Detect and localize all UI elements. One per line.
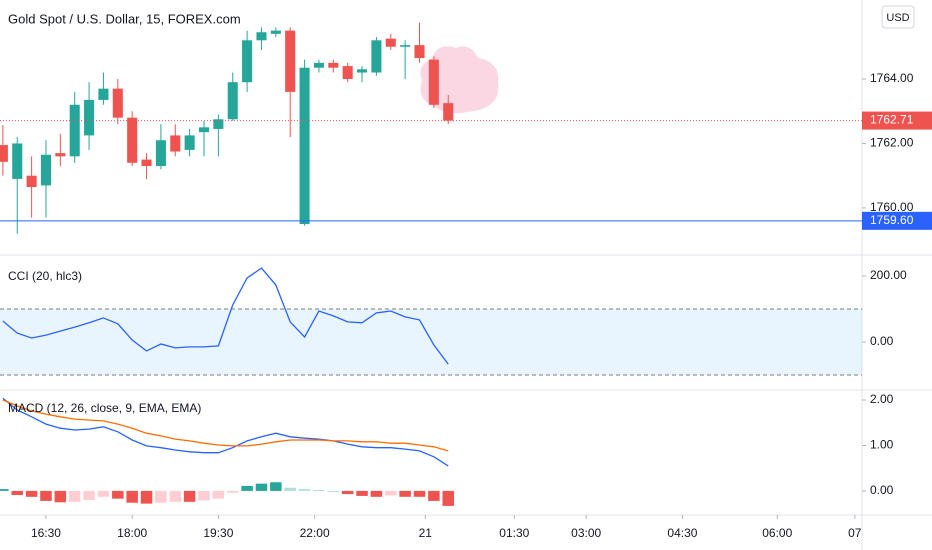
- candle-body: [328, 62, 339, 68]
- candle-body: [127, 117, 138, 163]
- histogram-bar: [385, 490, 397, 496]
- candle-body: [184, 135, 195, 150]
- candle-body: [141, 159, 152, 167]
- candle-body: [0, 145, 8, 162]
- histogram-bar: [112, 490, 124, 499]
- y-tick-label: 0.00: [870, 483, 894, 497]
- histogram-bar: [442, 490, 454, 506]
- histogram-bar: [284, 487, 296, 491]
- candle-body: [400, 45, 411, 47]
- x-tick-label: 01:30: [499, 526, 529, 540]
- candle-body: [112, 88, 123, 118]
- price-label: 1762.71: [870, 113, 914, 127]
- candle-body: [313, 62, 324, 68]
- candle-body: [84, 99, 95, 136]
- line: [2, 397, 449, 467]
- histogram-bar: [126, 490, 138, 503]
- x-tick-label: 06:00: [762, 526, 792, 540]
- y-tick-label: 1762.00: [870, 136, 914, 150]
- histogram-bar: [11, 490, 23, 495]
- histogram-bar: [140, 490, 153, 504]
- histogram-bar: [226, 490, 239, 493]
- candle-body: [285, 30, 296, 92]
- candle-body: [40, 154, 52, 186]
- candle-body: [12, 143, 23, 179]
- histogram-bar: [183, 490, 196, 502]
- x-tick-label: 21: [419, 526, 433, 540]
- histogram-bar: [241, 485, 253, 491]
- line: [2, 399, 449, 452]
- currency-button[interactable]: [881, 5, 915, 29]
- histogram-bar: [68, 490, 81, 502]
- y-tick-label: 1764.00: [870, 71, 914, 85]
- histogram-bar: [298, 489, 311, 491]
- histogram-bar: [255, 483, 268, 491]
- histogram-bar: [341, 490, 354, 495]
- candle-body: [69, 104, 80, 157]
- histogram-bar: [399, 490, 411, 497]
- candle-body: [371, 40, 382, 73]
- histogram-bar: [83, 490, 95, 500]
- x-tick-label: 22:00: [300, 526, 330, 540]
- candle-body: [55, 153, 66, 157]
- histogram-bar: [54, 490, 67, 503]
- x-tick-label: 16:30: [31, 526, 61, 540]
- y-tick-label: 1760.00: [870, 200, 914, 214]
- histogram-bar: [327, 490, 340, 492]
- indicator-title: CCI (20, hlc3): [8, 269, 82, 283]
- histogram-bar: [0, 489, 9, 491]
- candle-body: [170, 135, 181, 152]
- band-fill: [0, 308, 862, 375]
- histogram-bar: [356, 490, 368, 496]
- candle-body: [198, 127, 210, 133]
- y-tick-label: 200.00: [870, 268, 907, 282]
- histogram-bar: [413, 490, 426, 497]
- histogram-bar: [270, 482, 282, 491]
- histogram-bar: [198, 490, 210, 501]
- candle-body: [242, 40, 253, 83]
- histogram-bar: [169, 490, 182, 502]
- y-tick-label: 1.00: [870, 438, 894, 452]
- x-tick-label: 19:30: [203, 526, 233, 540]
- x-tick-label: 18:00: [117, 526, 147, 540]
- histogram-bar: [313, 490, 325, 491]
- price-label-box: [862, 211, 932, 230]
- candle-body: [270, 30, 281, 34]
- x-tick-label: 07: [848, 526, 862, 540]
- line: [2, 267, 449, 365]
- candle-body: [385, 38, 396, 47]
- candle-body: [414, 45, 425, 59]
- indicator-title: MACD (12, 26, close, 9, EMA, EMA): [8, 401, 201, 415]
- histogram-bar: [212, 490, 225, 499]
- candle-body: [443, 103, 454, 121]
- candle-body: [227, 82, 238, 120]
- histogram-bar: [25, 490, 38, 497]
- candle-body: [256, 32, 267, 41]
- chart-title: Gold Spot / U.S. Dollar, 15, FOREX.com: [8, 11, 241, 26]
- histogram-bar: [155, 490, 167, 503]
- candle-body: [342, 66, 353, 79]
- candle-body: [357, 69, 368, 73]
- candle-body: [26, 175, 37, 187]
- candle-body: [155, 140, 166, 167]
- histogram-bar: [428, 490, 440, 501]
- currency[interactable]: USD: [886, 12, 909, 24]
- y-tick-label: 2.00: [870, 392, 894, 406]
- price-label-box: [862, 111, 932, 130]
- histogram-bar: [40, 490, 52, 501]
- candle-body: [428, 59, 439, 105]
- price-label: 1759.60: [870, 213, 914, 227]
- y-tick-label: 0.00: [870, 334, 894, 348]
- candle-body: [299, 67, 310, 225]
- histogram-bar: [97, 490, 110, 497]
- x-tick-label: 04:30: [667, 526, 697, 540]
- candle-body: [98, 88, 109, 100]
- plot-layer: 1760.00 1762.00 1764.00 1762.71 1759.60 200.0…: [0, 22, 932, 540]
- histogram-bar: [370, 490, 383, 497]
- candle-body: [213, 119, 224, 129]
- highlight-cloud: [420, 46, 499, 114]
- x-tick-label: 03:00: [571, 526, 601, 540]
